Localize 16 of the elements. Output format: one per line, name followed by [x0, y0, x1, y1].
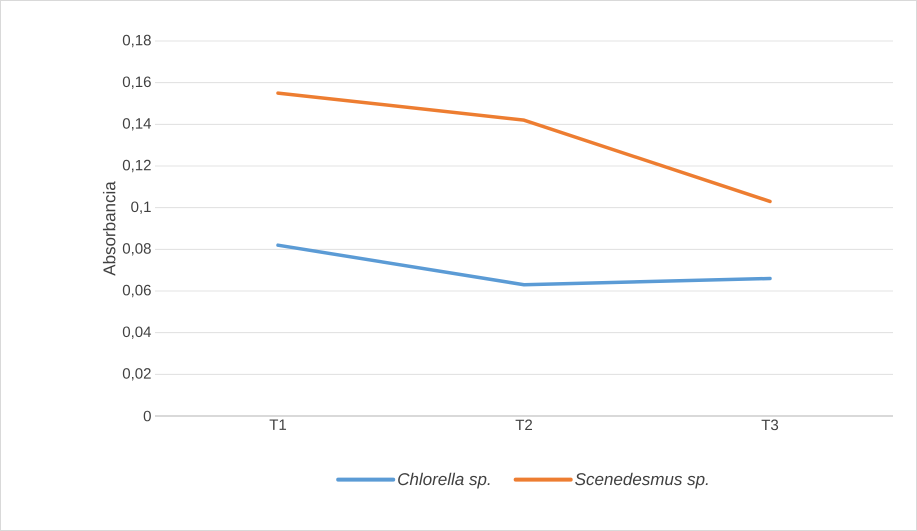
y-tick-label: 0,14 [122, 118, 152, 131]
y-tick-label: 0,1 [131, 201, 151, 214]
x-tick-label: T3 [762, 420, 778, 430]
y-tick-label: 0,18 [122, 34, 151, 48]
x-tick-label: T1 [270, 420, 286, 430]
y-tick-label: 0 [144, 410, 151, 422]
y-tick-label: 0,08 [122, 243, 151, 256]
y-tick-label: 0,04 [122, 326, 152, 339]
x-tick-label: T2 [516, 420, 532, 430]
legend-label: Scenedesmus sp. [575, 472, 708, 489]
y-tick-label: 0,16 [122, 76, 151, 89]
y-tick-label: 0,12 [122, 160, 151, 172]
y-tick-label: 0,06 [122, 284, 151, 298]
y-axis-title: Absorbancia [102, 181, 116, 276]
y-tick-label: 0,02 [122, 368, 151, 381]
legend-label: Chlorella sp. [398, 472, 490, 489]
